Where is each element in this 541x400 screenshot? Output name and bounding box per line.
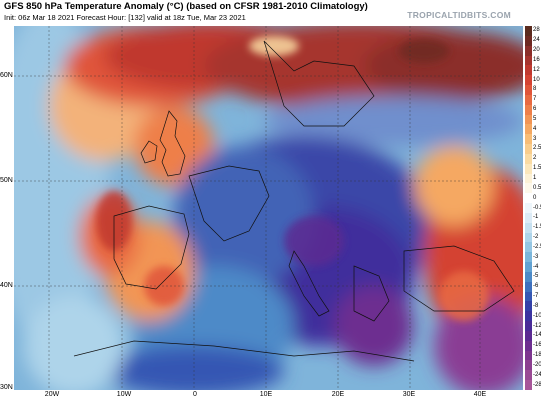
colorbar-label: -4 bbox=[533, 263, 539, 270]
colorbar-label: 2.5 bbox=[533, 145, 541, 152]
colorbar-label: -3 bbox=[533, 253, 539, 260]
anomaly-field bbox=[14, 26, 523, 390]
colorbar-swatch bbox=[525, 35, 532, 47]
colorbar-swatch bbox=[525, 311, 532, 322]
colorbar-label: 10 bbox=[533, 76, 540, 83]
colorbar-swatch bbox=[525, 212, 532, 224]
lon-label-0: 0 bbox=[193, 391, 197, 398]
colorbar-swatch bbox=[525, 321, 532, 332]
colorbar-label: -10 bbox=[533, 312, 541, 319]
colorbar-label: -8 bbox=[533, 302, 539, 309]
colorbar-label: -24 bbox=[533, 371, 541, 378]
colorbar-label: -6 bbox=[533, 283, 539, 290]
colorbar-label: -1.5 bbox=[533, 224, 541, 231]
colorbar-label: -12 bbox=[533, 322, 541, 329]
colorbar-label: 3 bbox=[533, 135, 537, 142]
colorbar-label: 6 bbox=[533, 106, 537, 113]
colorbar-swatch bbox=[525, 193, 532, 204]
lat-label-30n: 30N bbox=[0, 384, 13, 391]
brand-logo: TROPICALTIDBITS.COM bbox=[407, 10, 511, 20]
colorbar-label: -2.5 bbox=[533, 243, 541, 250]
colorbar-swatch bbox=[525, 222, 532, 234]
colorbar-swatch bbox=[525, 291, 532, 302]
colorbar-label: 24 bbox=[533, 37, 540, 44]
colorbar-label: -14 bbox=[533, 332, 541, 339]
map-subtitle: Init: 06z Mar 18 2021 Forecast Hour: [13… bbox=[4, 13, 246, 22]
colorbar-swatch bbox=[525, 350, 532, 361]
colorbar-label: 8 bbox=[533, 86, 537, 93]
colorbar-label: 1 bbox=[533, 174, 537, 181]
lon-label-10e: 10E bbox=[259, 391, 273, 398]
colorbar-label: 16 bbox=[533, 56, 540, 63]
lon-label-40e: 40E bbox=[473, 391, 487, 398]
colorbar-label: -20 bbox=[533, 361, 541, 368]
colorbar-swatch bbox=[525, 380, 532, 391]
colorbar-swatch bbox=[525, 134, 532, 145]
colorbar-label: -18 bbox=[533, 352, 541, 359]
colorbar-swatch bbox=[525, 75, 532, 86]
colorbar-swatch bbox=[525, 153, 532, 165]
colorbar-label: 0.5 bbox=[533, 184, 541, 191]
colorbar-label: 20 bbox=[533, 47, 540, 54]
colorbar-label: -28 bbox=[533, 381, 541, 388]
colorbar-swatch bbox=[525, 114, 532, 125]
lat-label-60n: 60N bbox=[0, 72, 13, 79]
colorbar-label: 5 bbox=[533, 115, 537, 122]
colorbar-swatch bbox=[525, 271, 532, 283]
colorbar-swatch bbox=[525, 360, 532, 371]
colorbar-swatch bbox=[525, 55, 532, 66]
lat-label-50n: 50N bbox=[0, 177, 13, 184]
colorbar-label: -16 bbox=[533, 342, 541, 349]
coastlines bbox=[73, 40, 515, 362]
colorbar-label: 4 bbox=[533, 125, 537, 132]
colorbar-swatch bbox=[525, 65, 532, 76]
colorbar-swatch bbox=[525, 232, 532, 243]
colorbar-swatch bbox=[525, 45, 532, 56]
colorbar-swatch bbox=[525, 163, 532, 175]
lon-label-20e: 20E bbox=[331, 391, 345, 398]
colorbar-label: 12 bbox=[533, 66, 540, 73]
colorbar-swatch bbox=[525, 94, 532, 106]
colorbar-label: 0 bbox=[533, 194, 537, 201]
lat-label-40n: 40N bbox=[0, 282, 13, 289]
lon-label-10w: 10W bbox=[116, 391, 132, 398]
colorbar-label: -1 bbox=[533, 214, 539, 221]
colorbar-label: -5 bbox=[533, 273, 539, 280]
colorbar-label: -0.5 bbox=[533, 204, 541, 211]
colorbar-label: 7 bbox=[533, 96, 537, 103]
colorbar-swatch bbox=[525, 252, 532, 263]
colorbar-label: 1.5 bbox=[533, 165, 541, 172]
anomaly-map bbox=[14, 26, 523, 390]
colorbar-label: -7 bbox=[533, 293, 539, 300]
lon-label-30e: 30E bbox=[402, 391, 416, 398]
map-title: GFS 850 hPa Temperature Anomaly (°C) (ba… bbox=[4, 1, 368, 12]
colorbar-label: 28 bbox=[533, 27, 540, 34]
colorbar-swatch bbox=[525, 242, 532, 253]
colorbar-label: 2 bbox=[533, 155, 537, 162]
colorbar-swatch bbox=[525, 85, 532, 96]
colorbar-swatch bbox=[525, 124, 532, 135]
colorbar: 28 24 20 16 12 10 8 7 6 5 4 3 2.5 2 1.5 1 0.5 0 -0.5 -1 -1.5… bbox=[525, 26, 541, 391]
colorbar-swatch bbox=[525, 262, 532, 273]
colorbar-swatch bbox=[525, 281, 532, 293]
colorbar-swatch bbox=[525, 183, 532, 194]
colorbar-label: -2 bbox=[533, 234, 539, 240]
colorbar-swatch bbox=[525, 330, 532, 342]
colorbar-swatch bbox=[525, 340, 532, 352]
graticule bbox=[14, 26, 523, 390]
colorbar-swatch bbox=[525, 301, 532, 312]
colorbar-swatch bbox=[525, 104, 532, 116]
colorbar-swatch bbox=[525, 173, 532, 184]
colorbar-swatch bbox=[525, 370, 532, 381]
colorbar-swatch bbox=[525, 203, 532, 214]
colorbar-swatch bbox=[525, 144, 532, 155]
colorbar-swatch bbox=[525, 26, 532, 37]
lon-label-20w: 20W bbox=[44, 391, 60, 398]
header: GFS 850 hPa Temperature Anomaly (°C) (ba… bbox=[0, 0, 541, 26]
